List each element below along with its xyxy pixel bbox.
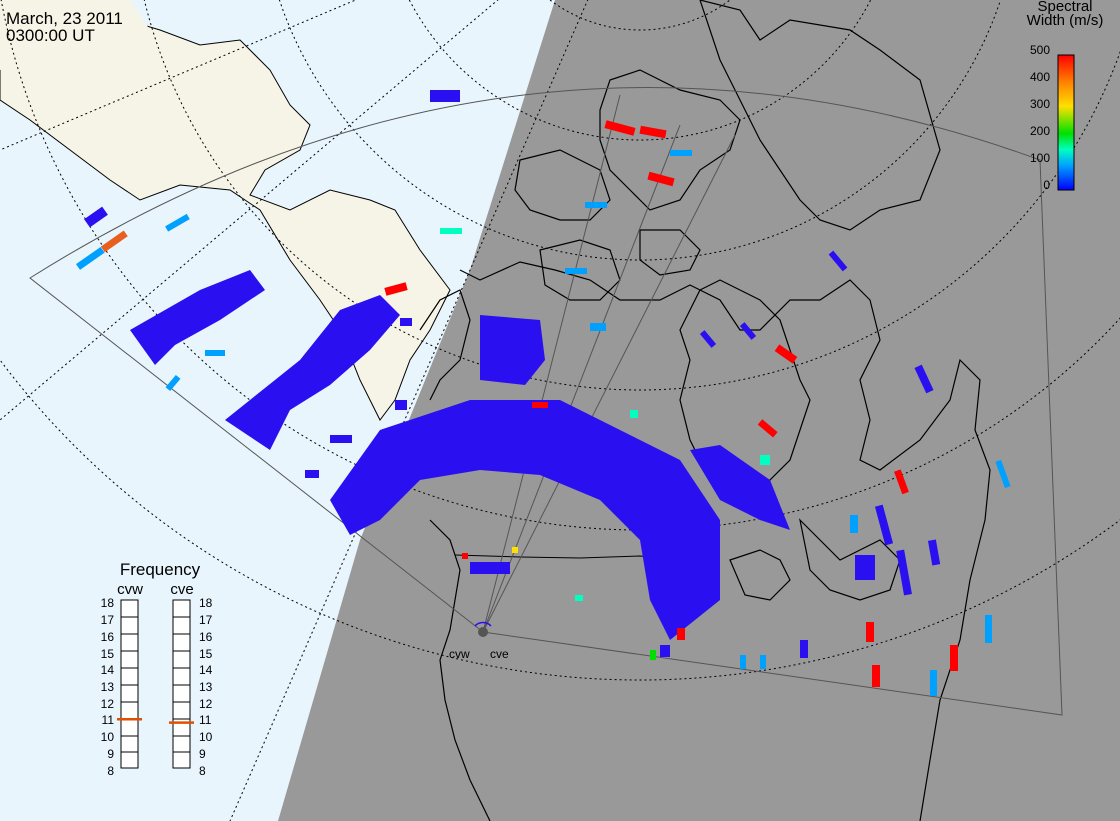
green-echoes	[650, 650, 656, 660]
freq-label-left: 12	[101, 697, 115, 711]
colorbar-tick: 300	[1030, 97, 1050, 111]
radar-site-marker	[474, 621, 492, 637]
timestamp-header: March, 23 2011 0300:00 UT	[6, 10, 123, 44]
freq-label-right: 11	[199, 713, 212, 727]
freq-label-right: 12	[199, 697, 213, 711]
freq-label-left: 17	[101, 613, 115, 627]
colorbar-tick: 100	[1030, 151, 1050, 165]
freq-label-right: 10	[199, 730, 213, 744]
siberia-landmass	[0, 0, 150, 70]
colorbar-ticks: 500 400 300 200 100 0	[1030, 43, 1050, 192]
orange-echoes	[100, 230, 128, 253]
freq-column-cve: cve	[170, 581, 193, 598]
colorbar-tick: 0	[1043, 178, 1050, 192]
colorbar-tick: 500	[1030, 43, 1050, 57]
freq-label-right: 8	[199, 764, 206, 778]
site-label-cvw: cvw	[449, 647, 470, 661]
freq-label-right: 15	[199, 647, 213, 661]
freq-label-left: 14	[101, 663, 115, 677]
radar-echoes	[84, 90, 941, 658]
freq-label-right: 17	[199, 613, 213, 627]
freq-label-left: 8	[107, 764, 114, 778]
colorbar-title-line1: Spectral	[1037, 0, 1093, 15]
colorbar-title-line2: Width (m/s)	[1026, 12, 1104, 29]
freq-label-left: 16	[101, 630, 115, 644]
colorbar-tick: 200	[1030, 124, 1050, 138]
frequency-title: Frequency	[119, 560, 201, 579]
freq-label-left: 18	[101, 596, 115, 610]
freq-scale-labels: 18 17 16 15 14 13 12 11 10 9 8 18 17 16 …	[101, 596, 213, 778]
medium-width-echoes	[75, 150, 1011, 696]
site-label-cve: cve	[490, 647, 509, 661]
frequency-panel: cvw cve 18 17 16 15 14 13	[101, 581, 213, 778]
time-label: 0300:00 UT	[6, 26, 95, 45]
freq-label-right: 13	[199, 680, 213, 694]
freq-label-right: 9	[199, 747, 206, 761]
freq-label-left: 13	[101, 680, 115, 694]
freq-label-left: 9	[107, 747, 114, 761]
freq-bar-cve	[172, 599, 191, 769]
yellow-echoes	[512, 547, 518, 553]
max-width-echoes	[384, 120, 958, 687]
longitude-grid	[0, 0, 589, 821]
date-label: March, 23 2011	[6, 9, 123, 28]
freq-label-left: 10	[101, 730, 115, 744]
high-width-echoes	[440, 228, 770, 601]
freq-bar-cvw	[120, 599, 139, 769]
colorbar-title: Spectral Width (m/s)	[1010, 0, 1120, 28]
coastlines	[419, 0, 991, 821]
freq-column-cvw: cvw	[117, 581, 143, 598]
night-shade	[278, 0, 1120, 821]
freq-label-right: 16	[199, 630, 213, 644]
freq-label-right: 14	[199, 663, 213, 677]
spectral-width-colorbar	[1057, 54, 1075, 191]
freq-label-left: 15	[101, 647, 115, 661]
freq-label-left: 11	[102, 713, 115, 727]
freq-label-right: 18	[199, 596, 213, 610]
colorbar-tick: 400	[1030, 70, 1050, 84]
